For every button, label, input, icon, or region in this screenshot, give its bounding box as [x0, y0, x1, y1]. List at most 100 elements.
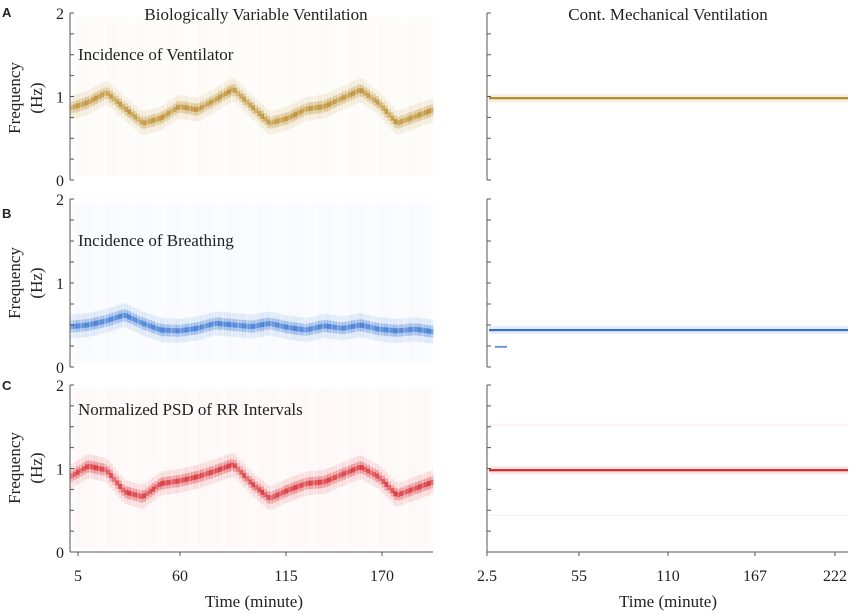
- y-tick-label-2-1: 1: [56, 462, 64, 479]
- core-1-93: [351, 323, 355, 329]
- halo-2-61: [254, 475, 258, 500]
- core-2-101: [375, 473, 379, 479]
- halo-0-61: [254, 98, 258, 123]
- core-0-62: [257, 110, 261, 116]
- halo-2-94: [354, 456, 358, 481]
- core-2-2: [76, 469, 80, 475]
- band-0-69: [278, 114, 283, 127]
- core-0-93: [351, 90, 355, 96]
- band-0-113: [411, 111, 416, 124]
- band-1-39: [187, 323, 192, 336]
- core-2-55: [236, 466, 240, 472]
- band-2-61: [254, 481, 258, 494]
- halo-2-44: [203, 462, 207, 487]
- column-title-left: Biologically Variable Ventilation: [144, 5, 368, 24]
- core-1-73: [290, 325, 295, 331]
- bg-noise-1-64: [264, 203, 270, 363]
- bg-noise-0-32: [167, 17, 173, 176]
- band-0-99: [369, 91, 373, 104]
- halo-1-102: [378, 317, 382, 342]
- halo-0-6: [88, 89, 92, 114]
- bg-noise-2-82: [318, 389, 324, 548]
- core-2-117: [423, 482, 428, 488]
- halo-0-58: [245, 90, 249, 115]
- halo-1-58: [245, 314, 249, 339]
- halo-1-94: [354, 313, 358, 338]
- bg-noise-1-10: [100, 203, 106, 363]
- halo-1-91: [345, 315, 349, 340]
- core-0-57: [242, 96, 246, 102]
- core-1-54: [233, 322, 237, 328]
- core-2-100: [372, 471, 376, 477]
- band-2-39: [187, 472, 192, 485]
- core-1-111: [405, 327, 410, 333]
- core-1-12: [106, 317, 110, 323]
- halo-0-83: [321, 94, 325, 119]
- bg-noise-0-104: [385, 17, 391, 176]
- core-1-29: [157, 326, 162, 332]
- bg-noise-0-24: [143, 17, 149, 176]
- core-2-95: [357, 464, 361, 470]
- core-2-85: [327, 477, 331, 483]
- core-2-64: [263, 492, 268, 498]
- core-2-22: [136, 493, 140, 499]
- core-0-9: [97, 94, 101, 99]
- band-1-25: [145, 319, 150, 331]
- band-0-28: [154, 113, 159, 126]
- band-2-31: [163, 476, 168, 489]
- core-1-116: [420, 327, 425, 333]
- halo-1-0: [70, 314, 74, 339]
- bg-noise-2-116: [421, 389, 427, 548]
- x-tick-label-left-1: 60: [172, 568, 188, 585]
- bg-noise-2-112: [409, 389, 415, 548]
- panel-label-0: Incidence of Ventilator: [78, 45, 234, 64]
- halo-0-50: [221, 83, 225, 108]
- core-0-67: [272, 119, 277, 125]
- core-0-75: [296, 110, 301, 116]
- band-0-80: [312, 101, 316, 114]
- halo-0-99: [369, 85, 373, 110]
- bg-noise-1-8: [94, 203, 100, 363]
- core-1-112: [408, 327, 413, 333]
- core-1-59: [248, 324, 252, 330]
- core-2-114: [414, 485, 419, 491]
- core-0-70: [281, 116, 286, 122]
- core-0-94: [354, 89, 358, 95]
- core-1-55: [236, 322, 240, 328]
- core-0-39: [187, 105, 192, 111]
- core-0-69: [278, 117, 283, 123]
- core-1-118: [426, 328, 431, 334]
- band-2-113: [411, 483, 416, 496]
- halo-0-53: [230, 77, 234, 102]
- core-1-68: [275, 322, 280, 328]
- core-0-54: [233, 87, 237, 93]
- halo-1-6: [88, 312, 92, 337]
- core-1-20: [130, 315, 134, 321]
- band-0-94: [354, 85, 358, 98]
- core-2-4: [82, 466, 86, 472]
- halo-2-36: [178, 468, 183, 493]
- bg-noise-0-18: [124, 17, 130, 176]
- core-1-83: [321, 323, 325, 329]
- core-0-61: [254, 108, 258, 114]
- halo-1-55: [236, 313, 240, 338]
- core-2-19: [127, 490, 131, 496]
- band-2-64: [263, 488, 268, 501]
- band-0-33: [169, 105, 174, 118]
- core-0-36: [178, 104, 183, 110]
- core-0-25: [145, 119, 150, 125]
- core-1-67: [272, 321, 277, 327]
- core-1-113: [411, 326, 416, 332]
- core-1-103: [381, 327, 385, 333]
- band-1-44: [203, 320, 207, 333]
- core-0-105: [387, 112, 392, 118]
- halo-2-91: [345, 460, 349, 485]
- core-0-52: [227, 89, 231, 95]
- bg-noise-1-2: [76, 203, 82, 363]
- core-2-12: [106, 469, 110, 475]
- x-tick-label-left-3: 170: [370, 568, 394, 585]
- band-2-44: [203, 468, 207, 481]
- core-2-13: [109, 473, 113, 479]
- band-1-47: [212, 317, 216, 330]
- core-1-22: [136, 318, 140, 324]
